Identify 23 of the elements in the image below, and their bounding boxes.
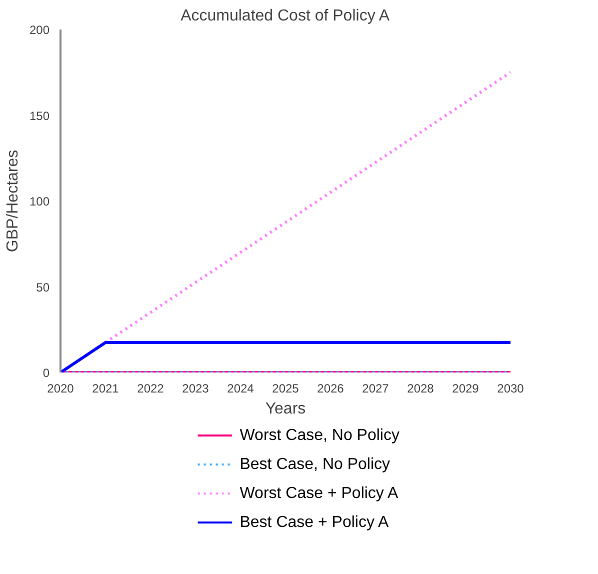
y-tick-label: 100 [29, 194, 50, 208]
x-tick-label: 2027 [362, 382, 390, 396]
y-tick-label: 0 [42, 366, 50, 380]
chart-title: Accumulated Cost of Policy A [180, 8, 390, 24]
x-tick-label: 2021 [92, 382, 120, 396]
x-tick-label: 2029 [452, 382, 480, 396]
x-tick-label: 2025 [272, 382, 300, 396]
x-tick-label: 2022 [137, 382, 164, 396]
x-tick-label: 2030 [497, 382, 524, 396]
y-axis-title: GBP/Hectares [4, 150, 22, 252]
y-tick-label: 150 [29, 108, 50, 123]
legend-label: Best Case, No Policy [240, 456, 390, 473]
legend-label: Worst Case, No Policy [240, 427, 400, 444]
x-axis-title: Years [265, 400, 306, 418]
y-tick-label: 200 [29, 23, 50, 37]
x-tick-label: 2024 [227, 382, 254, 396]
y-tick-label: 50 [36, 280, 50, 294]
x-tick-label: 2028 [407, 382, 434, 396]
legend-label: Best Case + Policy A [240, 514, 390, 531]
x-tick-label: 2026 [317, 382, 344, 396]
x-tick-label: 2020 [47, 382, 74, 396]
legend-label: Worst Case + Policy A [240, 485, 398, 502]
x-tick-label: 2023 [182, 382, 210, 396]
